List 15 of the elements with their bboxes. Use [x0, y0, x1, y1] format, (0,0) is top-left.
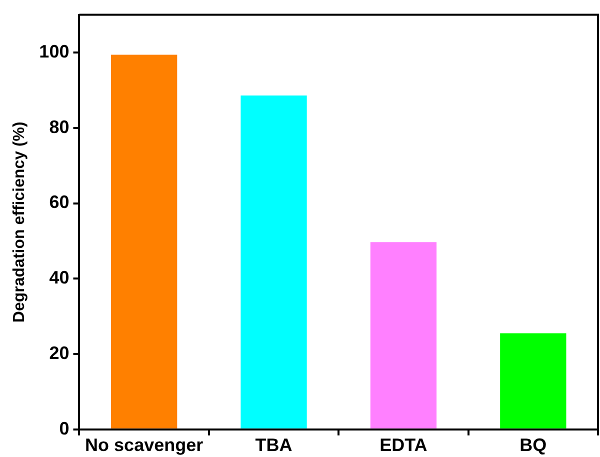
x-tick-label: No scavenger	[85, 435, 204, 456]
y-tick-label: 100	[39, 41, 70, 62]
y-tick-label: 60	[49, 192, 70, 212]
y-tick-label: 20	[49, 342, 70, 363]
y-tick-label: 80	[49, 116, 70, 137]
y-tick-label: 0	[59, 418, 70, 438]
bar	[370, 242, 437, 428]
bar	[500, 333, 566, 428]
y-axis-title: Degradation efficiency (%)	[11, 122, 28, 323]
bar	[240, 95, 307, 428]
bar	[111, 54, 178, 428]
y-tick-label: 40	[49, 268, 70, 288]
x-tick-label: BQ	[520, 435, 547, 456]
x-tick-label: EDTA	[380, 435, 428, 456]
x-tick-label: TBA	[255, 435, 292, 456]
